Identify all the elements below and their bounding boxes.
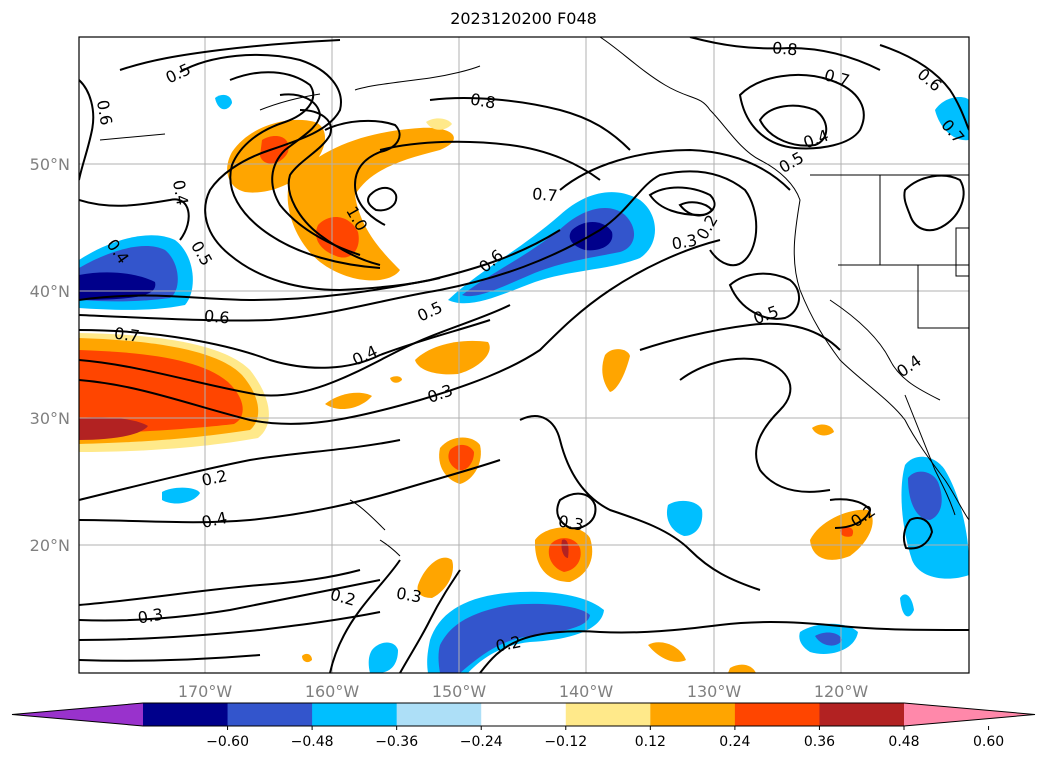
contour-0.4-south xyxy=(79,459,501,524)
lon-label: 120°W xyxy=(814,682,869,701)
contour-label: 0.7 xyxy=(113,324,141,346)
colorbar: −0.60 −0.48 −0.36 −0.24 −0.12 0.12 0.24 0.36 0.4… xyxy=(11,702,1036,750)
colorbar-segment xyxy=(312,703,398,726)
colorbar-tick-label: −0.12 xyxy=(544,734,587,750)
lon-label: 130°W xyxy=(687,682,742,701)
colorbar-segment xyxy=(143,703,229,726)
contour-label: 0.8 xyxy=(469,89,497,112)
contour-label: 0.3 xyxy=(557,511,585,534)
colorbar-segment xyxy=(650,703,736,726)
contour-loop-north xyxy=(179,53,441,292)
map-title: 2023120200 F048 xyxy=(450,9,597,28)
lon-label: 150°W xyxy=(432,682,487,701)
map-area: 0.5 0.6 0.4 0.4 0.5 0.6 0.7 1.0 0.8 0.8 … xyxy=(79,37,969,673)
positive-core-west xyxy=(79,417,148,440)
contour-0.3-south xyxy=(79,579,381,622)
contour-0.4-band xyxy=(79,304,511,397)
colorbar-tick-label: 0.36 xyxy=(804,734,835,750)
colorbar-segment xyxy=(819,703,905,726)
contour-label: 0.3 xyxy=(136,604,164,627)
contour-0.6 xyxy=(79,170,758,322)
colorbar-segment xyxy=(227,703,313,726)
colorbar-tick-label: −0.60 xyxy=(206,734,249,750)
colorbar-segment xyxy=(481,703,567,726)
contour-label: 0.6 xyxy=(203,306,230,327)
lon-label: 160°W xyxy=(305,682,360,701)
longitude-labels: 170°W 160°W 150°W 140°W 130°W 120°W xyxy=(178,682,869,701)
contour-label: 0.7 xyxy=(531,184,558,205)
lat-label: 30°N xyxy=(30,409,70,428)
colorbar-segment xyxy=(565,703,651,726)
contour-label: 0.4 xyxy=(200,508,229,532)
contour-0.3 xyxy=(79,239,721,425)
colorbar-extend-low xyxy=(12,703,143,726)
coastlines xyxy=(99,37,969,557)
lon-label: 170°W xyxy=(178,682,233,701)
lon-label: 140°W xyxy=(559,682,614,701)
lat-label: 50°N xyxy=(30,155,70,174)
colorbar-tick-label: −0.36 xyxy=(375,734,418,750)
contour-0.8-north xyxy=(689,37,881,71)
lat-label: 40°N xyxy=(30,282,70,301)
colorbar-tick-label: −0.24 xyxy=(460,734,503,750)
colorbar-tick-label: 0.24 xyxy=(719,734,750,750)
contour-0.2 xyxy=(79,439,401,501)
colorbar-outline xyxy=(11,702,1036,727)
colorbar-segment xyxy=(734,703,820,726)
contour-0.7-west xyxy=(79,319,491,369)
contour-label: 0.3 xyxy=(395,583,423,606)
colorbar-tick-label: 0.48 xyxy=(888,734,919,750)
contour-label: 0.2 xyxy=(200,466,229,490)
colorbar-segment xyxy=(396,703,482,726)
contour-label: 0.6 xyxy=(93,98,116,126)
colorbar-extend-high xyxy=(904,703,1035,726)
colorbar-tick-label: 0.12 xyxy=(635,734,666,750)
colorbar-tick-label: 0.60 xyxy=(973,734,1004,750)
contour-1.0 xyxy=(324,119,401,226)
contour-lines xyxy=(79,37,969,673)
map-frame xyxy=(78,36,970,674)
lat-label: 20°N xyxy=(30,536,70,555)
colorbar-tick-label: −0.48 xyxy=(291,734,334,750)
contour-0.5-center xyxy=(79,229,561,302)
contour-label: 0.8 xyxy=(771,38,798,59)
latitude-labels: 50°N 40°N 30°N 20°N xyxy=(30,155,70,555)
contour-label: 0.2 xyxy=(494,632,523,656)
contour-label: 0.4 xyxy=(169,178,192,206)
contour-label: 0.3 xyxy=(670,230,698,253)
